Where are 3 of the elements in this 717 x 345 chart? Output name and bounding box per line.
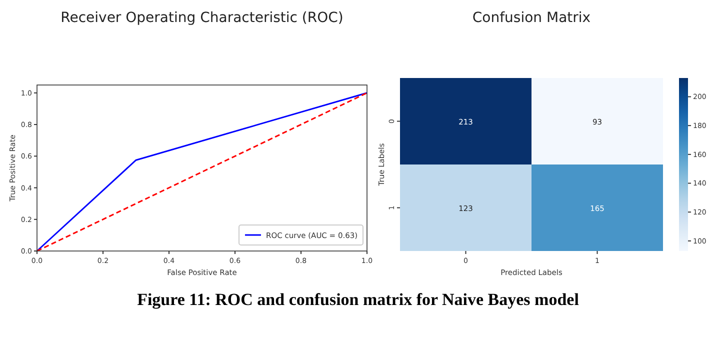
caption: Figure 11: ROC and confusion matrix for Naive Bayes model <box>137 290 580 309</box>
chart-title: Confusion Matrix <box>472 10 591 26</box>
chart-title: Receiver Operating Characteristic (ROC) <box>60 10 344 26</box>
